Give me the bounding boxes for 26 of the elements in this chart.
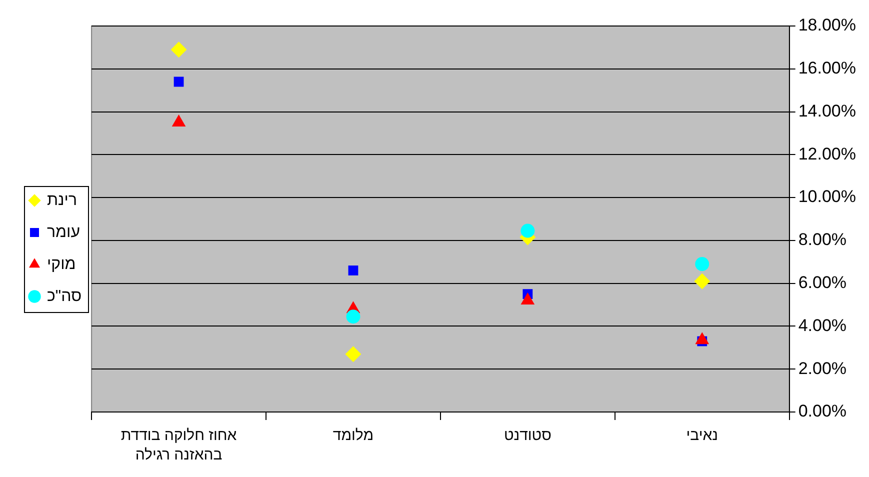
y-tick-label: 2.00%: [798, 358, 847, 378]
point: [346, 310, 360, 324]
point: [170, 42, 187, 58]
legend-label: רינת: [47, 192, 77, 209]
x-tick-label: נאיבי: [686, 426, 718, 444]
legend-label: מוקי: [47, 256, 76, 273]
y-tick-label: 14.00%: [798, 101, 856, 120]
y-tick-label: 6.00%: [798, 273, 847, 292]
y-tick-label: 4.00%: [798, 316, 847, 335]
point: [174, 76, 184, 87]
point: [695, 257, 710, 272]
point: [348, 266, 358, 276]
y-tick-label: 8.00%: [798, 230, 847, 250]
point: [520, 224, 535, 238]
point: [694, 273, 710, 290]
y-tick-label: 12.00%: [798, 144, 856, 164]
y-tick-label: 0.00%: [798, 402, 847, 421]
y-tick-label: 16.00%: [798, 58, 856, 78]
x-tick-label: מלומד: [332, 426, 374, 444]
legend-label: סה"כ: [47, 288, 82, 305]
y-tick-label: 10.00%: [798, 187, 856, 206]
x-tick-label: אחוז חלוקה בודדת בהאזנה רגילה: [120, 426, 238, 464]
point: [345, 346, 362, 362]
legend-label: עומר: [47, 224, 80, 241]
y-tick-label: 18.00%: [798, 16, 856, 35]
x-tick-label: סטודנט: [504, 426, 552, 444]
